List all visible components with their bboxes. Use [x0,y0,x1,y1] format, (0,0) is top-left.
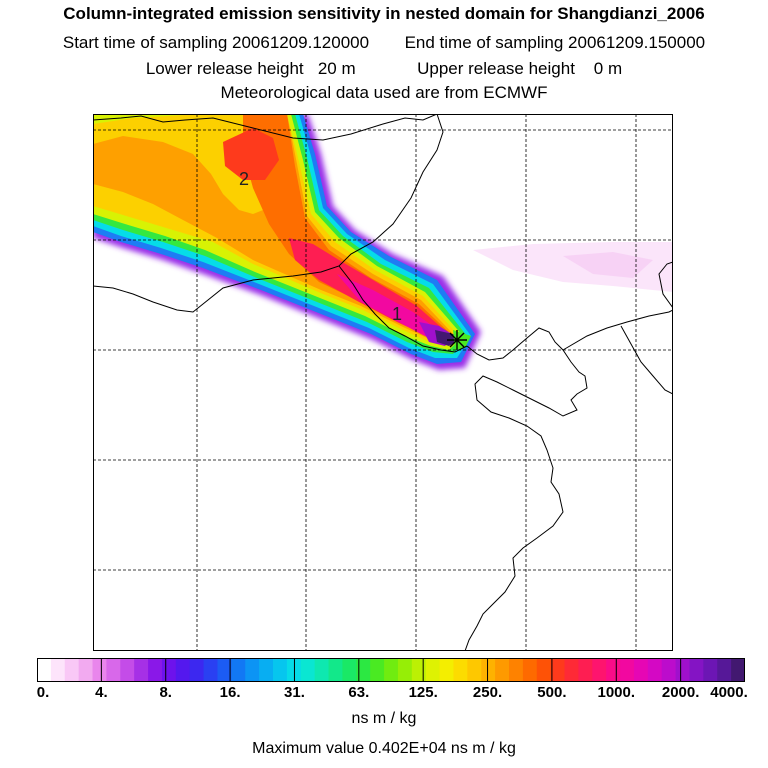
colorbar-cell [203,658,219,682]
colorbar-cell [314,658,330,682]
colorbar-tick-label: 2000. [661,684,700,701]
upper-release-label: Upper release height 0 m [417,59,623,78]
colorbar-cell [453,658,468,682]
colorbar-cell [384,658,399,682]
colorbar-tick-label: 250. [472,684,503,701]
sensitivity-map: 1 2 [93,114,673,651]
colorbar-cell [37,658,52,682]
colorbar-cell [550,658,566,682]
colorbar-cell [536,658,552,682]
colorbar-cell [245,658,260,682]
marker-2: 2 [239,169,249,189]
colorbar-cell [509,658,524,682]
colorbar-tick-label: 63. [348,684,370,701]
colorbar-cell [689,658,704,682]
colorbar-tick-labels: 0. 4. 8. 16. 31. 63. 125. 250. 500. 1000. 2000. 400… [0,684,768,704]
colorbar-cell [467,658,482,682]
colorbar-cell [647,658,663,682]
colorbar-cell [175,658,191,682]
units-label: ns m / kg [351,710,417,727]
colorbar-cell [495,658,510,682]
release-heights: Lower release height 20 m Upper release … [0,59,768,79]
colorbar-cell [425,658,441,682]
colorbar-cell [161,658,177,682]
colorbar-cell [342,658,357,682]
colorbar-cell [217,658,232,682]
colorbar-cell [328,658,344,682]
colorbar-cell [231,658,246,682]
chart-title: Column-integrated emission sensitivity i… [63,4,705,23]
colorbar-cell [300,658,316,682]
colorbar-cell [273,658,288,682]
end-time-label: End time of sampling 20061209.150000 [404,33,706,52]
colorbar-cell [439,658,455,682]
colorbar-tick-label: 16. [219,684,241,701]
colorbar-cell [259,658,274,682]
max-value-label: Maximum value 0.402E+04 ns m / kg [252,740,516,757]
colorbar-cell [78,658,94,682]
colorbar-cell [606,658,621,682]
colorbar-cell [134,658,149,682]
coastlines [93,114,673,651]
colorbar-tick-label: 31. [284,684,305,701]
colorbar-cell [633,658,649,682]
colorbar-tick-label: 0. [36,684,50,701]
receptor-marker [447,330,467,350]
colorbar-cell [64,658,80,682]
colorbar-cell [675,658,691,682]
lat-lon-grid [93,114,673,651]
sensitivity-field [93,114,673,370]
colorbar-cell [717,658,732,682]
colorbar-cell [592,658,607,682]
colorbar-cell [661,658,677,682]
colorbar-cell [481,658,496,682]
colorbar-tick-label: 4000. [710,684,748,701]
met-data-label: Meteorological data used are from ECMWF [220,83,548,102]
colorbar-cell [148,658,163,682]
colorbar-cell [620,658,635,682]
colorbar-tick-label: 4. [95,684,108,701]
colorbar-cell [189,658,205,682]
colorbar-cell [120,658,135,682]
marker-1: 1 [392,304,402,324]
colorbar-tick-label: 8. [159,684,172,701]
colorbar-cell [564,658,580,682]
colorbar-cell [397,658,413,682]
colorbar-cell [50,658,66,682]
sampling-times: Start time of sampling 20061209.120000 E… [0,33,768,53]
colorbar-cell [522,658,538,682]
colorbar-cell [356,658,371,682]
colorbar-tick-label: 500. [537,684,567,701]
lower-release-label: Lower release height 20 m [145,59,356,78]
colorbar-cell [92,658,108,682]
colorbar-cell [370,658,385,682]
colorbar-tick-label: 125. [408,684,438,701]
colorbar-cell [731,658,745,682]
colorbar-cell [703,658,718,682]
colorbar [37,658,745,682]
colorbar-cell [106,658,121,682]
colorbar-cell [411,658,427,682]
colorbar-cell [578,658,593,682]
start-time-label: Start time of sampling 20061209.120000 [62,33,370,52]
colorbar-tick-label: 1000. [597,684,636,701]
